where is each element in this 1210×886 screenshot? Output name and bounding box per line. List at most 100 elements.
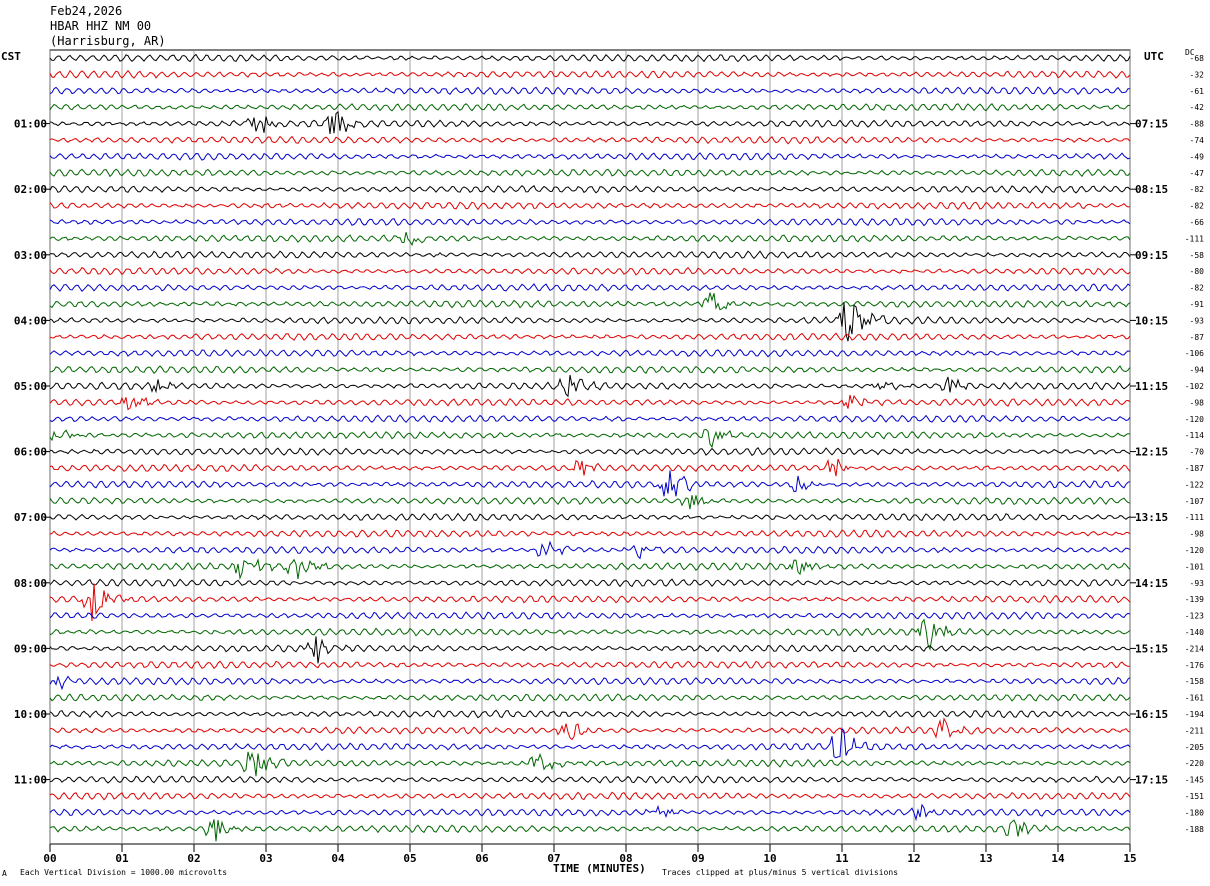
- corner-mark: A: [2, 869, 7, 878]
- right-hour-label: 07:15: [1135, 118, 1168, 131]
- seismic-trace: [49, 791, 1131, 801]
- dc-offset-label: -139: [1185, 595, 1204, 604]
- seismic-trace: [49, 348, 1131, 358]
- dc-offset-label: -140: [1185, 628, 1204, 637]
- x-tick-label: 10: [763, 852, 776, 865]
- x-tick-label: 14: [1051, 852, 1065, 865]
- x-axis-title: TIME (MINUTES): [553, 862, 646, 875]
- dc-offset-label: -91: [1190, 300, 1205, 309]
- right-hour-label: 17:15: [1135, 774, 1168, 787]
- dc-offset-label: -145: [1185, 776, 1204, 785]
- seismic-trace: [49, 660, 1131, 669]
- dc-offset-label: -114: [1185, 431, 1204, 440]
- dc-offset-label: -82: [1190, 284, 1205, 293]
- dc-offset-label: -94: [1190, 366, 1205, 375]
- dc-offset-label: -70: [1190, 448, 1205, 457]
- seismic-trace: [49, 611, 1131, 621]
- seismic-trace: [49, 447, 1131, 457]
- dc-offset-label: -161: [1185, 694, 1204, 703]
- right-hour-label: 09:15: [1135, 249, 1168, 262]
- dc-offset-label: -101: [1185, 562, 1204, 571]
- seismic-trace: [49, 292, 1131, 311]
- seismic-trace: [49, 69, 1131, 79]
- header-date: Feb24,2026: [50, 4, 123, 18]
- seismic-trace: [49, 495, 1131, 510]
- left-timezone-label: CST: [1, 50, 21, 63]
- seismic-trace: [49, 414, 1131, 424]
- dc-offset-label: -220: [1185, 759, 1204, 768]
- seismic-trace: [49, 717, 1131, 741]
- dc-offset-label: -93: [1190, 579, 1205, 588]
- seismic-trace: [49, 512, 1131, 522]
- seismic-trace: [49, 135, 1131, 145]
- left-hour-label: 10:00: [14, 708, 47, 721]
- left-hour-label: 04:00: [14, 314, 47, 327]
- dc-offset-label: -58: [1190, 251, 1205, 260]
- seismic-trace: [49, 394, 1131, 411]
- label-group: 00 01 02 03 04 05 06 07 08 09 10 11 12 13 14 15 -68 -32 -6…: [14, 54, 1204, 865]
- x-tick-label: 15: [1123, 852, 1136, 865]
- dc-offset-label: -123: [1185, 612, 1204, 621]
- right-timezone-label: UTC: [1144, 50, 1164, 63]
- dc-offset-label: -98: [1190, 530, 1205, 539]
- left-hour-label: 07:00: [14, 511, 47, 524]
- dc-offset-label: -211: [1185, 726, 1204, 735]
- right-hour-label: 15:15: [1135, 642, 1168, 655]
- dc-offset-label: -158: [1185, 677, 1204, 686]
- plot-frame: [49, 49, 1131, 845]
- seismic-trace: [49, 168, 1131, 178]
- x-tick-label: 04: [331, 852, 345, 865]
- x-tick-label: 11: [835, 852, 849, 865]
- dc-offset-label: -102: [1185, 382, 1204, 391]
- x-tick-label: 01: [115, 852, 129, 865]
- dc-offset-label: -74: [1190, 136, 1205, 145]
- seismic-trace: [49, 232, 1131, 247]
- dc-offset-label: -88: [1190, 120, 1205, 129]
- seismic-trace: [49, 266, 1131, 276]
- seismic-trace: [49, 374, 1131, 398]
- seismic-trace: [49, 583, 1131, 622]
- x-tick-label: 03: [259, 852, 272, 865]
- dc-offset-label: -32: [1190, 70, 1205, 79]
- seismic-trace: [49, 428, 1131, 449]
- left-hour-label: 05:00: [14, 380, 47, 393]
- dc-offset-label: -214: [1185, 644, 1204, 653]
- dc-offset-label: -106: [1185, 349, 1204, 358]
- right-hour-label: 13:15: [1135, 511, 1168, 524]
- left-hour-label: 03:00: [14, 249, 47, 262]
- seismic-trace: [49, 302, 1131, 342]
- seismic-trace: [49, 558, 1131, 580]
- dc-offset-label: -151: [1185, 792, 1204, 801]
- scale-note: Each Vertical Division = 1000.00 microvo…: [20, 868, 228, 877]
- left-hour-label: 11:00: [14, 774, 47, 787]
- x-tick-label: 02: [187, 852, 200, 865]
- dc-offset-label: -188: [1185, 825, 1204, 834]
- left-hour-label: 02:00: [14, 183, 47, 196]
- dc-offset-label: -111: [1185, 234, 1204, 243]
- dc-offset-label: -98: [1190, 398, 1205, 407]
- seismic-trace: [49, 152, 1131, 161]
- seismic-trace: [49, 217, 1131, 227]
- dc-offset-label: -120: [1185, 546, 1204, 555]
- seismic-trace: [49, 618, 1131, 652]
- header-location: (Harrisburg, AR): [50, 34, 166, 48]
- seismic-trace: [49, 636, 1131, 664]
- seismic-trace: [49, 578, 1131, 588]
- seismic-trace: [49, 332, 1131, 341]
- clip-note: Traces clipped at plus/minus 5 vertical …: [662, 868, 899, 877]
- seismic-trace: [49, 529, 1131, 538]
- dc-offset-label: -111: [1185, 513, 1204, 522]
- dc-offset-label: -47: [1190, 169, 1205, 178]
- seismic-trace: [49, 470, 1131, 497]
- x-tick-label: 07: [547, 852, 560, 865]
- seismic-trace: [49, 53, 1131, 63]
- seismic-trace: [49, 250, 1131, 260]
- dc-offset-label: -66: [1190, 218, 1205, 227]
- seismic-trace: [49, 727, 1131, 759]
- dc-offset-label: -93: [1190, 316, 1205, 325]
- x-tick-label: 06: [475, 852, 489, 865]
- x-tick-label: 08: [619, 852, 632, 865]
- x-tick-label: 00: [43, 852, 56, 865]
- dc-offset-label: -82: [1190, 202, 1205, 211]
